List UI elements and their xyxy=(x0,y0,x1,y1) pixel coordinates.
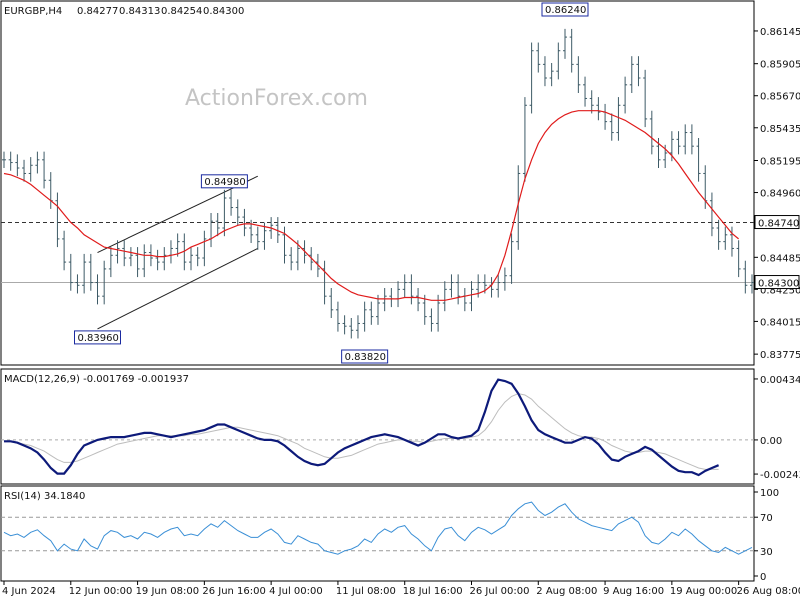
high-value: 0.84313 xyxy=(119,6,160,17)
level-tag-box xyxy=(754,215,800,230)
price-tick-label: 0.84485 xyxy=(760,253,800,264)
price-annotation-box xyxy=(541,2,589,17)
level-tag-box xyxy=(754,275,800,290)
channel-line-lower xyxy=(97,248,259,330)
x-tick-label: 9 Aug 16:00 xyxy=(603,586,664,597)
rsi-tick-label: 70 xyxy=(760,513,773,524)
price-tick-label: 0.83775 xyxy=(760,350,800,361)
x-tick-label: 4 Jun 2024 xyxy=(2,586,56,597)
open-value: 0.84277 xyxy=(77,6,118,17)
level-tag-label: 0.84300 xyxy=(758,279,799,290)
x-tick-label: 11 Jul 08:00 xyxy=(336,586,396,597)
rsi-series-group xyxy=(1,501,754,555)
price-tick-label: 0.85905 xyxy=(760,60,800,71)
macd-tick-label: 0.004347 xyxy=(760,375,800,386)
price-annotation-box xyxy=(341,349,389,364)
rsi-title: RSI(14) 34.1840 xyxy=(4,491,85,502)
x-tick-label: 19 Aug 00:00 xyxy=(670,586,737,597)
macd-tick-label: 0.00 xyxy=(760,436,782,447)
macd-series-group xyxy=(1,378,754,477)
macd-tick-label: -0.002434 xyxy=(760,470,800,481)
price-annotation-label: 0.83820 xyxy=(345,352,386,363)
price-tick-label: 0.85670 xyxy=(760,92,800,103)
rsi-tick-label: 30 xyxy=(760,547,773,558)
price-annotation-label: 0.83960 xyxy=(78,333,119,344)
price-annotation-box xyxy=(74,330,121,345)
channel-line-upper xyxy=(97,175,259,253)
price-header: EURGBP,H4 0.84277 0.84313 0.84254 0.8430… xyxy=(4,6,244,17)
x-tick-label: 12 Jun 00:00 xyxy=(69,586,133,597)
rsi-tick-label: 0 xyxy=(760,572,766,583)
symbol-label: EURGBP,H4 xyxy=(4,6,62,17)
time-x-axis: 4 Jun 2024 12 Jun 00:00 19 Jun 08:00 26 Jun… xyxy=(2,581,800,597)
price-annotation-label: 0.86240 xyxy=(545,5,586,16)
x-tick-label: 26 Aug 08:00 xyxy=(737,586,800,597)
x-tick-label: 26 Jun 16:00 xyxy=(202,586,266,597)
x-tick-label: 4 Jul 00:00 xyxy=(269,586,323,597)
price-annotation-box xyxy=(200,174,248,189)
price-tick-label: 0.85195 xyxy=(760,157,800,168)
price-annotation-label: 0.84980 xyxy=(204,177,245,188)
macd-y-axis: 0.004347 0.00 -0.002434 xyxy=(754,375,800,481)
macd-panel-frame xyxy=(0,368,755,485)
x-tick-label: 18 Jul 16:00 xyxy=(403,586,463,597)
price-y-axis: 0.86145 0.85905 0.85670 0.85435 0.85195 0.849… xyxy=(754,27,800,361)
level-tag-label: 0.84740 xyxy=(758,219,799,230)
price-tick-label: 0.86145 xyxy=(760,27,800,38)
macd-title: MACD(12,26,9) -0.001769 -0.001937 xyxy=(4,374,189,385)
price-tick-label: 0.84960 xyxy=(760,189,800,200)
x-tick-label: 26 Jul 00:00 xyxy=(470,586,530,597)
rsi-tick-label: 100 xyxy=(760,488,779,499)
moving-average-line xyxy=(3,110,739,301)
x-tick-label: 19 Jun 08:00 xyxy=(136,586,200,597)
price-tick-label: 0.84015 xyxy=(760,317,800,328)
price-tick-label: 0.85435 xyxy=(760,124,800,135)
rsi-panel-frame xyxy=(0,485,755,582)
watermark: ActionForex.com xyxy=(185,86,368,111)
close-value: 0.84300 xyxy=(203,6,244,17)
price-tick-label: 0.84250 xyxy=(760,285,800,296)
macd-signal-line xyxy=(4,393,719,470)
rsi-y-axis: 100 70 30 0 xyxy=(754,488,779,583)
x-tick-label: 2 Aug 08:00 xyxy=(536,586,597,597)
price-series-group: 0.84980 0.83960 0.83820 0.86240 xyxy=(1,2,754,364)
rsi-line xyxy=(3,501,753,555)
macd-main-line xyxy=(4,378,720,477)
low-value: 0.84254 xyxy=(161,6,202,17)
